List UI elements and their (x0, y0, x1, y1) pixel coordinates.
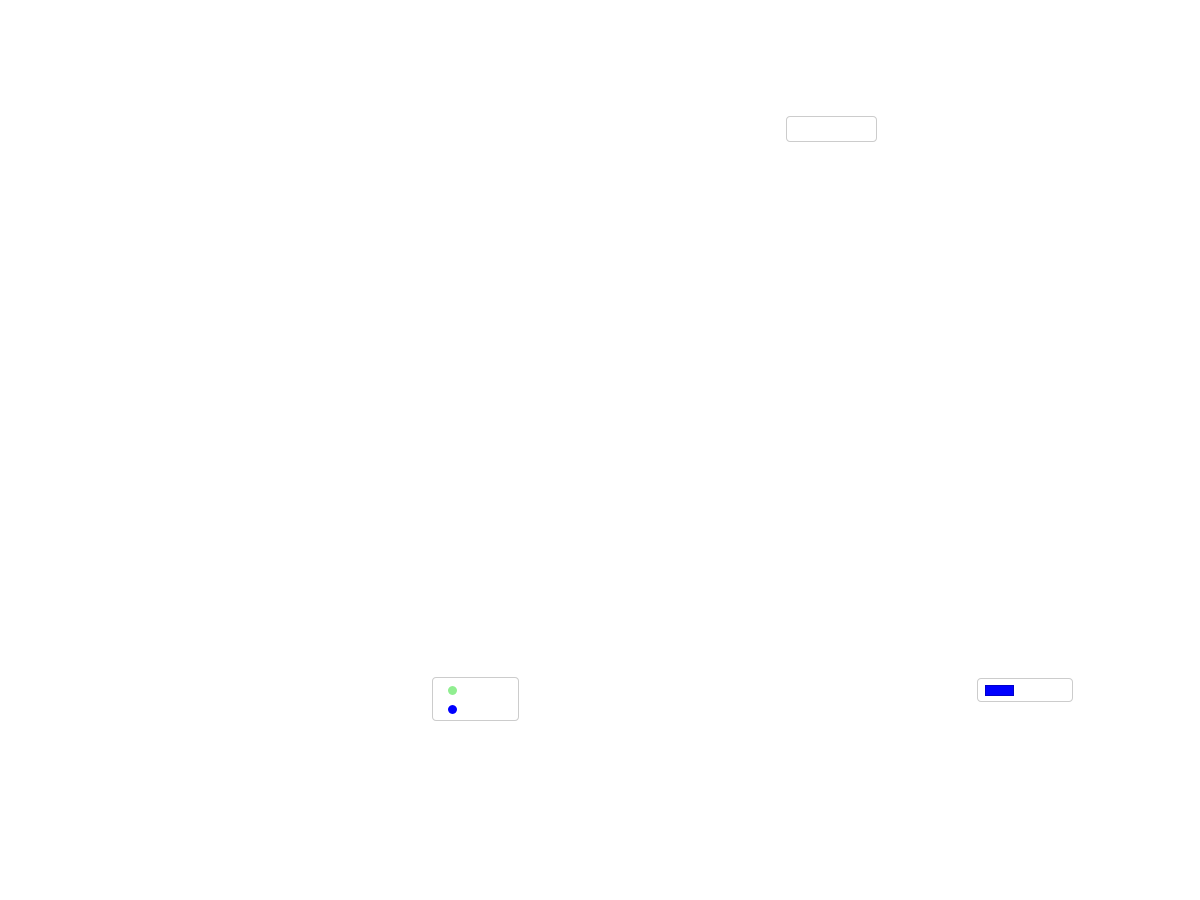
plot2d-legend (432, 677, 519, 721)
legend-row (433, 700, 518, 719)
legend-row (978, 679, 1072, 701)
legend-row (433, 681, 518, 700)
point-marker-icon (448, 686, 457, 695)
legend-row (787, 117, 876, 141)
histogram-legend (977, 678, 1073, 702)
plot3d-legend (786, 116, 877, 142)
wall-marker-icon (448, 705, 457, 714)
height-patch-icon (985, 684, 1014, 696)
